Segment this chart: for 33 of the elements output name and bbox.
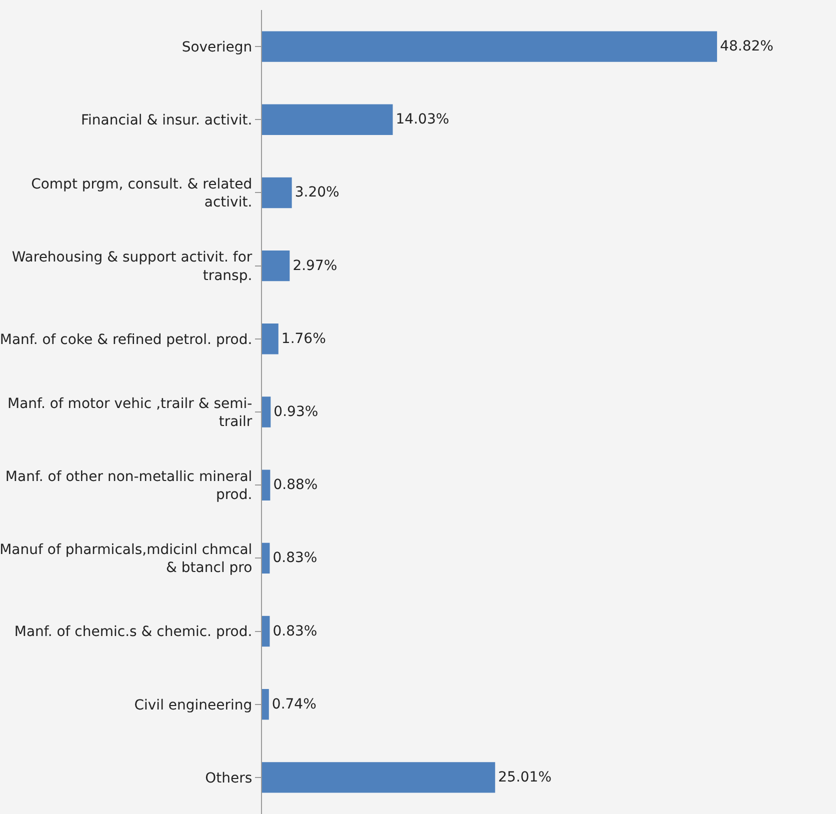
bar [262, 177, 292, 208]
data-label: 0.88% [273, 477, 318, 494]
bar [262, 762, 496, 793]
data-label: 0.74% [272, 696, 316, 712]
data-label: 0.83% [272, 623, 318, 640]
y-tick-label: Manf. of chemic.s & chemic. prod. [14, 624, 252, 640]
data-label: 0.93% [274, 404, 318, 420]
bar [262, 31, 718, 62]
bar [262, 689, 269, 720]
bar [262, 396, 271, 428]
data-label: 14.03% [396, 112, 450, 128]
y-tick-label: Civil engineering [134, 697, 252, 714]
data-label: 25.01% [498, 769, 552, 786]
y-tick-label: Manf. of other non-metallic mineral prod. [5, 468, 252, 504]
bar [262, 324, 278, 354]
y-tick-label: Soveriegn [182, 39, 252, 56]
y-tick-label: Others [205, 770, 252, 786]
data-label: 0.83% [272, 550, 318, 566]
data-label: 3.20% [294, 184, 340, 201]
data-label: 1.76% [281, 330, 326, 347]
bar [262, 250, 290, 282]
y-tick-label: Manuf of pharmicals,mdicinl chmcal & btancl pro [0, 542, 252, 576]
y-tick-label: Compt prgm, consult. & related activit. [31, 176, 252, 211]
data-label: 2.97% [292, 258, 338, 274]
bar [262, 616, 270, 647]
bar [262, 470, 270, 500]
data-label: 48.82% [720, 38, 774, 55]
y-tick-label: Warehousing & support activit. for transp. [12, 250, 252, 284]
y-tick-label: Financial & insur. activit. [80, 112, 252, 129]
bar [262, 542, 270, 574]
y-tick-label: Manf. of motor vehic ,trailr & semi- trailr [8, 396, 252, 430]
y-tick-label: Manf. of coke & refined petrol. prod. [0, 332, 252, 348]
bar [262, 104, 393, 135]
